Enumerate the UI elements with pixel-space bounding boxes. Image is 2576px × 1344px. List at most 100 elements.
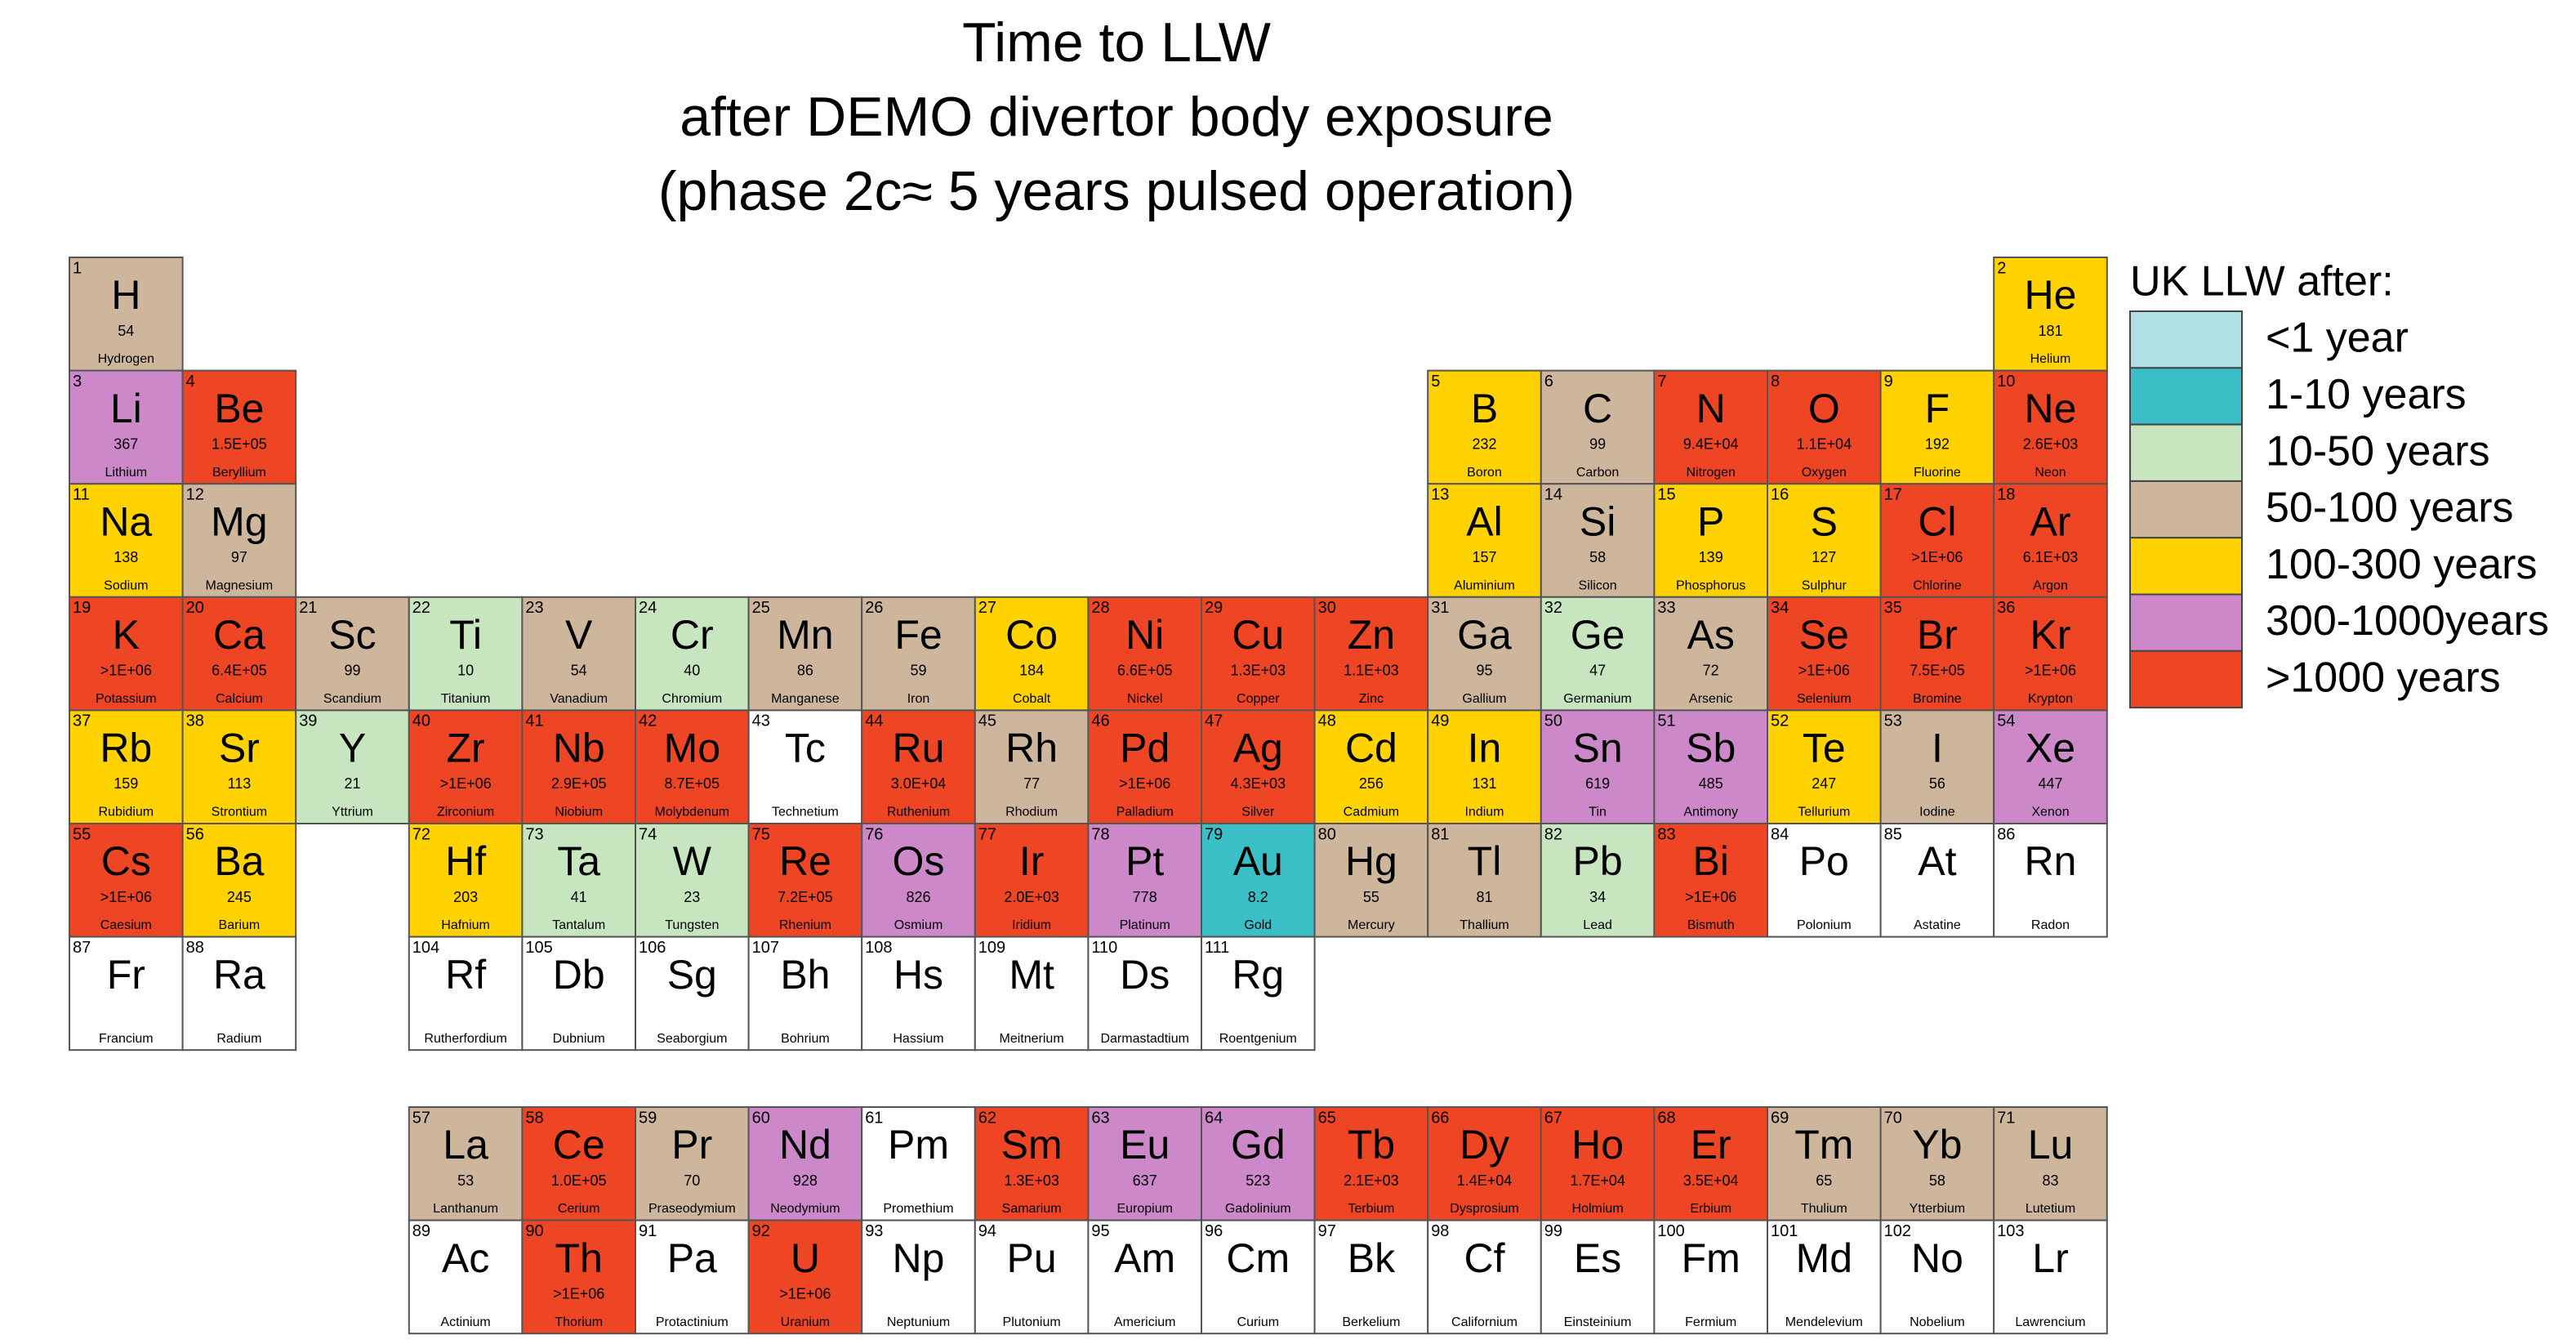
cell-box	[1993, 483, 2108, 598]
element-cell: 73 Ta 41 Tantalum	[521, 823, 637, 938]
element-name: Tantalum	[552, 918, 605, 932]
title-line: after DEMO divertor body exposure	[680, 86, 1553, 148]
element-symbol: Ds	[1120, 952, 1170, 998]
llw-time: >1E+06	[1119, 775, 1170, 792]
atomic-number: 89	[412, 1222, 430, 1240]
element-name: Indium	[1464, 806, 1504, 819]
element-cell: 16 S 127 Sulphur	[1767, 483, 1882, 598]
atomic-number: 31	[1431, 599, 1449, 617]
element-cell: 28 Ni 6.6E+05 Nickel	[1087, 596, 1203, 712]
element-symbol: K	[113, 612, 140, 658]
element-name: Fermium	[1685, 1315, 1736, 1329]
atomic-number: 62	[978, 1109, 996, 1127]
element-name: Xenon	[2031, 806, 2069, 819]
element-name: Oxygen	[1802, 466, 1847, 480]
atomic-number: 84	[1771, 825, 1789, 843]
element-name: Barium	[219, 918, 261, 932]
element-name: Nitrogen	[1686, 466, 1735, 480]
element-symbol: Dy	[1460, 1122, 1509, 1168]
llw-time: 181	[2038, 323, 2062, 339]
atomic-number: 34	[1771, 599, 1789, 617]
atomic-number: 68	[1657, 1109, 1675, 1127]
element-name: Rhodium	[1005, 806, 1058, 819]
cell-box	[69, 823, 184, 938]
element-symbol: Lr	[2032, 1235, 2068, 1281]
element-symbol: Mo	[664, 726, 720, 771]
element-name: Thallium	[1460, 918, 1509, 932]
element-symbol: B	[1471, 386, 1498, 431]
element-symbol: Ra	[213, 952, 265, 998]
llw-time: 2.9E+05	[551, 775, 607, 792]
cell-box	[747, 596, 863, 712]
legend-label: 50-100 years	[2266, 484, 2514, 532]
element-name: Darmastadtium	[1100, 1032, 1188, 1046]
atomic-number: 98	[1431, 1222, 1449, 1240]
legend-label: 100-300 years	[2266, 541, 2537, 588]
element-name: Neodymium	[770, 1202, 840, 1216]
element-symbol: Cu	[1232, 612, 1284, 658]
cell-box	[181, 483, 297, 598]
element-symbol: Ir	[1019, 838, 1045, 884]
llw-time: 56	[1929, 775, 1945, 792]
element-symbol: I	[1932, 726, 1943, 771]
element-name: Bismuth	[1687, 918, 1735, 932]
legend-swatch	[2129, 650, 2243, 709]
element-name: Meitnerium	[1000, 1032, 1064, 1046]
element-name: Carbon	[1576, 466, 1619, 480]
element-name: Molybdenum	[654, 806, 729, 819]
cell-box	[974, 1219, 1090, 1335]
atomic-number: 14	[1544, 485, 1562, 503]
atomic-number: 13	[1431, 485, 1449, 503]
atomic-number: 8	[1771, 373, 1780, 391]
atomic-number: 95	[1091, 1222, 1109, 1240]
cell-box	[1201, 935, 1316, 1052]
element-symbol: He	[2025, 272, 2077, 318]
cell-box	[747, 709, 863, 825]
llw-time: 127	[1812, 549, 1836, 565]
element-cell: 42 Mo 8.7E+05 Molybdenum	[635, 709, 750, 825]
llw-time: 7.5E+05	[1910, 663, 1965, 679]
element-cell: 26 Fe 59 Iron	[861, 596, 976, 712]
element-name: Bohrium	[781, 1032, 830, 1046]
element-symbol: Bh	[780, 952, 830, 998]
element-name: Krypton	[2028, 692, 2073, 706]
element-name: Chromium	[662, 692, 722, 706]
element-symbol: Np	[893, 1235, 945, 1281]
cell-box	[635, 935, 750, 1052]
element-symbol: Xe	[2026, 726, 2075, 771]
element-cell: 31 Ga 95 Gallium	[1427, 596, 1542, 712]
element-name: Titanium	[441, 692, 491, 706]
element-cell: 64 Gd 523 Gadolinium	[1201, 1106, 1316, 1221]
element-name: Sodium	[104, 578, 148, 592]
atomic-number: 64	[1205, 1109, 1223, 1127]
atomic-number: 72	[412, 825, 430, 843]
atomic-number: 28	[1091, 599, 1109, 617]
element-name: Europium	[1116, 1202, 1172, 1216]
element-symbol: Ru	[893, 726, 945, 771]
element-name: Polonium	[1797, 918, 1852, 932]
atomic-number: 50	[1544, 712, 1562, 730]
llw-time: 245	[227, 889, 252, 905]
atomic-number: 83	[1657, 825, 1675, 843]
element-cell: 60 Nd 928 Neodymium	[747, 1106, 863, 1221]
llw-time: 4.3E+03	[1231, 775, 1286, 792]
element-cell: 19 K >1E+06 Potassium	[69, 596, 184, 712]
cell-box	[1427, 596, 1542, 712]
cell-box	[1653, 709, 1769, 825]
cell-box	[1427, 1219, 1542, 1335]
llw-time: 367	[114, 435, 138, 452]
element-cell: 45 Rh 77 Rhodium	[974, 709, 1090, 825]
cell-box	[1879, 596, 1995, 712]
atomic-number: 49	[1431, 712, 1449, 730]
element-symbol: Bi	[1692, 838, 1728, 884]
element-symbol: N	[1696, 386, 1726, 431]
element-cell: 66 Dy 1.4E+04 Dysprosium	[1427, 1106, 1542, 1221]
atomic-number: 43	[752, 712, 770, 730]
element-cell: 57 La 53 Lanthanum	[408, 1106, 524, 1221]
llw-time: 3.5E+04	[1683, 1172, 1739, 1189]
cell-box	[69, 369, 184, 485]
element-name: Dubnium	[553, 1032, 605, 1046]
cell-box	[1993, 596, 2108, 712]
element-cell: 93 Np Neptunium	[861, 1219, 976, 1335]
